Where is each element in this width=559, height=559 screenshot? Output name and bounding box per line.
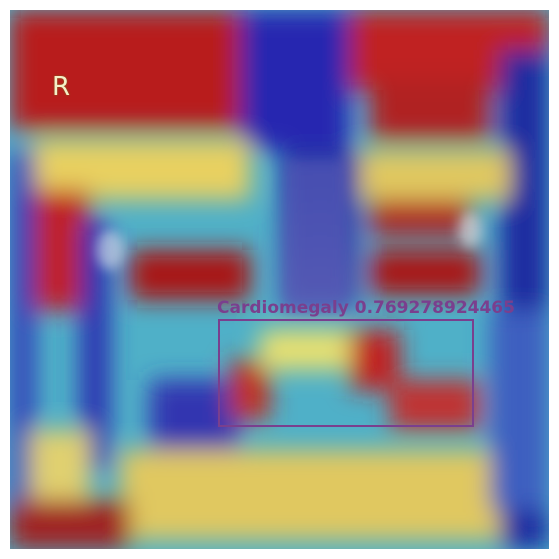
detection-score: 0.769278924465 <box>355 298 515 318</box>
side-marker: R <box>52 72 70 102</box>
detection-box <box>218 319 474 427</box>
chest-xray-heatmap: R Cardiomegaly 0.769278924465 <box>10 10 549 549</box>
detection-label: Cardiomegaly 0.769278924465 <box>217 298 515 318</box>
detection-class: Cardiomegaly <box>217 298 349 318</box>
heatmap-overlay <box>10 10 549 549</box>
